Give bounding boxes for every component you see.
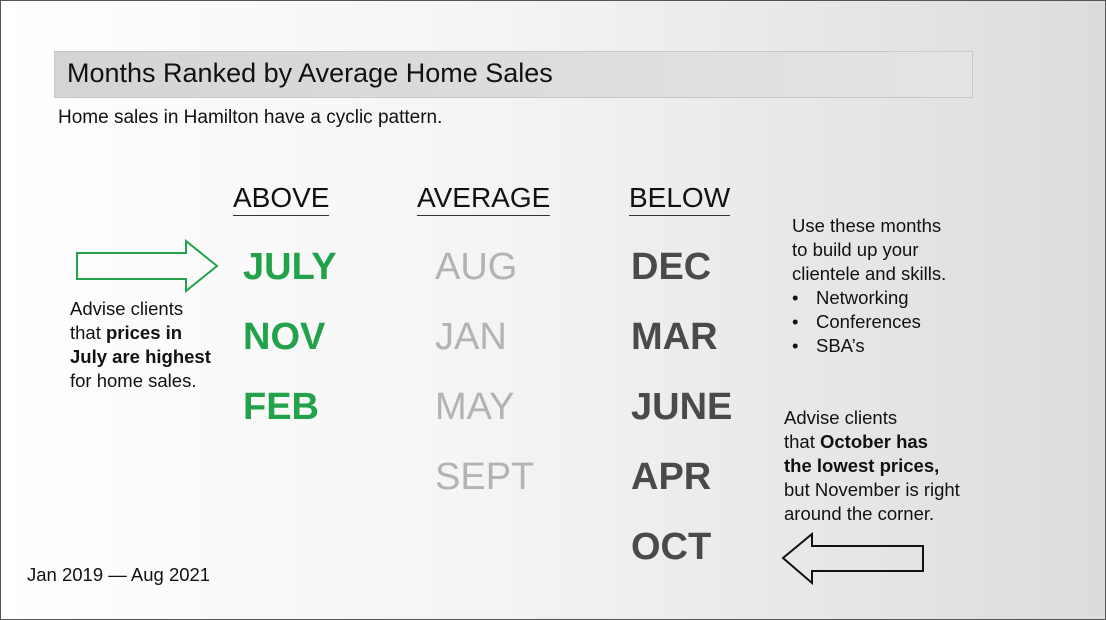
note-emphasis: prices in — [106, 322, 183, 343]
advice-note-high: Advise clients that prices in July are h… — [70, 297, 235, 393]
month-below: OCT — [631, 526, 712, 568]
tip-line: to build up your — [792, 239, 919, 260]
arrow-right-outline-icon — [76, 239, 219, 293]
note-emphasis: the lowest prices, — [784, 455, 940, 476]
bullet-text: Conferences — [816, 311, 921, 332]
note-emphasis: October has — [820, 431, 928, 452]
bullet-text: SBA’s — [816, 335, 865, 356]
month-above: JULY — [243, 246, 337, 288]
list-item: • SBA’s — [792, 334, 1002, 358]
tip-note: Use these months to build up your client… — [792, 214, 1002, 358]
title-bar — [54, 51, 973, 98]
bullet-icon: • — [792, 335, 799, 356]
note-line: Advise clients — [784, 407, 898, 428]
note-line: Advise clients — [70, 298, 184, 319]
date-range: Jan 2019 — Aug 2021 — [27, 564, 211, 585]
page-title: Months Ranked by Average Home Sales — [67, 58, 553, 88]
note-line: around the corner. — [784, 503, 935, 524]
month-below: APR — [631, 456, 712, 498]
advice-note-low: Advise clients that October has the lowe… — [784, 406, 994, 526]
note-emphasis: July are highest — [70, 346, 211, 367]
note-line: that October has — [784, 430, 994, 454]
tip-line: clientele and skills. — [792, 263, 947, 284]
month-below: JUNE — [631, 386, 733, 428]
column-header-average: AVERAGE — [417, 182, 551, 216]
month-average: MAY — [435, 386, 515, 428]
bullet-text: Networking — [816, 287, 909, 308]
arrow-left-outline-icon — [781, 532, 924, 586]
list-item: • Conferences — [792, 310, 1002, 334]
column-header-below: BELOW — [629, 182, 731, 216]
tip-bullet-list: • Networking • Conferences • SBA’s — [792, 286, 1002, 358]
column-header-above: ABOVE — [233, 182, 330, 216]
note-text: that — [784, 431, 820, 452]
subtitle: Home sales in Hamilton have a cyclic pat… — [58, 107, 443, 128]
month-average: SEPT — [435, 456, 535, 498]
month-average: AUG — [435, 246, 518, 288]
note-line: for home sales. — [70, 370, 197, 391]
note-text: that — [70, 322, 106, 343]
month-above: FEB — [243, 386, 319, 428]
note-line: that prices in — [70, 321, 235, 345]
note-line: but November is right — [784, 479, 960, 500]
bullet-icon: • — [792, 311, 799, 332]
month-below: MAR — [631, 316, 718, 358]
list-item: • Networking — [792, 286, 1002, 310]
bullet-icon: • — [792, 287, 799, 308]
month-average: JAN — [435, 316, 507, 358]
tip-line: Use these months — [792, 215, 942, 236]
note-line: July are highest — [70, 345, 235, 369]
note-line: the lowest prices, — [784, 454, 994, 478]
month-above: NOV — [243, 316, 326, 358]
month-below: DEC — [631, 246, 712, 288]
